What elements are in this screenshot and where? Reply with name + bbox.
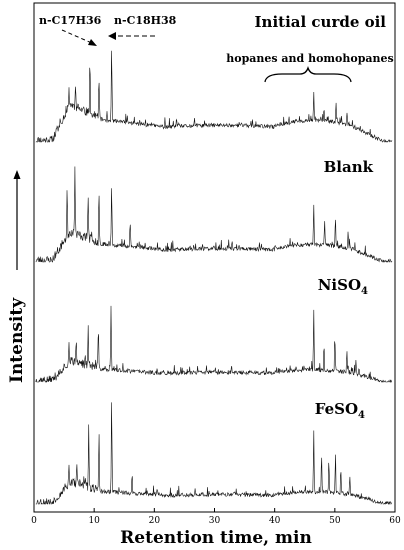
hopanes-brace <box>264 65 352 83</box>
trace-label-feso4: FeSO4 <box>315 400 365 421</box>
feso4-main: FeSO <box>315 400 358 418</box>
x-axis-ticks: 0 10 20 30 40 50 60 <box>31 508 401 526</box>
x-tick-label: 0 <box>31 516 37 526</box>
y-axis-title: Intensity <box>7 297 27 383</box>
x-tick-label: 30 <box>209 516 221 526</box>
chromatogram-trace <box>35 305 392 384</box>
niso4-main: NiSO <box>318 276 361 294</box>
x-tick-label: 50 <box>329 516 341 526</box>
peak-arrowhead-c17 <box>88 39 97 46</box>
peak-arrow-c17 <box>61 29 95 45</box>
peak-arrowhead-c18 <box>108 32 116 40</box>
x-tick-label: 10 <box>88 516 100 526</box>
trace-label-blank: Blank <box>324 158 374 176</box>
feso4-subscript: 4 <box>358 410 365 421</box>
trace-label-initial-crude-oil: Initial curde oil <box>255 13 387 31</box>
x-tick-label: 40 <box>269 516 281 526</box>
chromatogram-trace <box>35 166 393 263</box>
peak-label-c17: n-C17H36 <box>39 14 102 27</box>
intensity-arrowhead <box>13 170 21 179</box>
chromatogram-trace <box>35 402 393 505</box>
x-axis-title: Retention time, min <box>120 528 312 548</box>
chromatogram-trace <box>35 50 393 143</box>
x-tick-label: 20 <box>149 516 161 526</box>
trace-label-niso4: NiSO4 <box>318 276 368 297</box>
plot-frame <box>33 2 396 513</box>
hopanes-label: hopanes and homohopanes <box>226 52 393 65</box>
x-tick-label: 60 <box>389 516 401 526</box>
traces-group <box>35 50 393 505</box>
niso4-subscript: 4 <box>361 286 368 297</box>
peak-label-c18: n-C18H38 <box>114 14 177 27</box>
